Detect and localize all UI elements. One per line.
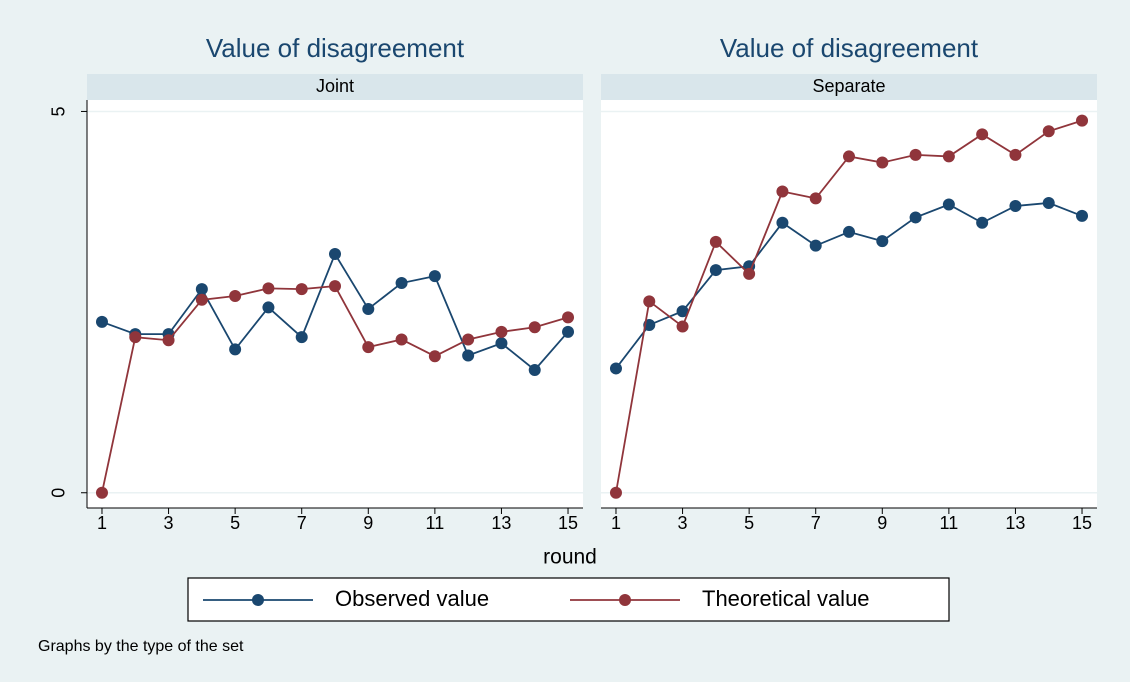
- legend-marker: [252, 594, 264, 606]
- marker: [528, 363, 541, 376]
- plot-area: [87, 100, 583, 508]
- marker: [809, 192, 822, 205]
- panel-title: Value of disagreement: [206, 33, 465, 63]
- legend-marker: [619, 594, 631, 606]
- marker: [295, 331, 308, 344]
- x-tick-label: 9: [877, 513, 887, 533]
- x-tick-label: 11: [940, 513, 959, 533]
- marker: [295, 283, 308, 296]
- marker: [976, 216, 989, 229]
- x-tick-label: 11: [426, 513, 445, 533]
- marker: [262, 282, 275, 295]
- x-tick-label: 3: [678, 513, 688, 533]
- marker: [1076, 114, 1089, 127]
- marker: [1076, 209, 1089, 222]
- marker: [462, 333, 475, 346]
- x-tick-label: 1: [611, 513, 621, 533]
- marker: [843, 150, 855, 163]
- marker: [609, 362, 622, 375]
- marker: [395, 277, 408, 290]
- marker: [162, 334, 175, 347]
- marker: [495, 337, 508, 350]
- x-tick-label: 5: [230, 513, 240, 533]
- marker: [362, 302, 375, 315]
- marker: [195, 283, 208, 296]
- panel-header: [601, 74, 1097, 100]
- marker: [329, 280, 341, 293]
- marker: [809, 239, 822, 252]
- marker: [1042, 196, 1055, 209]
- marker: [676, 305, 689, 318]
- marker: [1009, 148, 1022, 161]
- marker: [229, 343, 242, 356]
- x-tick-label: 7: [811, 513, 821, 533]
- x-tick-label: 3: [164, 513, 174, 533]
- marker: [843, 225, 855, 238]
- marker: [129, 331, 142, 344]
- marker: [395, 333, 408, 346]
- y-tick-label: 0: [49, 488, 69, 498]
- marker: [909, 148, 922, 161]
- marker: [495, 325, 508, 338]
- marker: [643, 295, 656, 308]
- x-tick-label: 5: [744, 513, 754, 533]
- marker: [462, 349, 475, 362]
- x-axis-label: round: [543, 546, 597, 569]
- marker: [562, 325, 575, 338]
- marker: [976, 128, 989, 141]
- marker: [743, 267, 756, 280]
- x-tick-label: 9: [363, 513, 373, 533]
- panel-subtitle: Separate: [812, 76, 885, 96]
- y-tick-label: 5: [49, 106, 69, 116]
- marker: [528, 321, 541, 334]
- marker: [876, 156, 889, 169]
- x-tick-label: 15: [558, 513, 578, 533]
- panel-subtitle: Joint: [316, 76, 354, 96]
- marker: [776, 216, 789, 229]
- x-tick-label: 1: [97, 513, 107, 533]
- marker: [709, 264, 722, 277]
- marker: [195, 293, 208, 306]
- marker: [329, 248, 341, 261]
- marker: [362, 341, 375, 354]
- x-tick-label: 13: [491, 513, 511, 533]
- marker: [95, 486, 108, 499]
- marker: [428, 270, 441, 283]
- legend-box: [187, 577, 950, 622]
- marker: [428, 350, 441, 363]
- panel-title: Value of disagreement: [720, 33, 979, 63]
- marker: [1009, 200, 1022, 213]
- legend-label: Theoretical value: [702, 586, 870, 611]
- x-tick-label: 7: [297, 513, 307, 533]
- x-tick-label: 13: [1005, 513, 1025, 533]
- marker: [942, 150, 955, 163]
- marker: [776, 185, 789, 198]
- marker: [676, 320, 689, 333]
- marker: [562, 311, 575, 324]
- marker: [229, 289, 242, 302]
- plot-area: [601, 100, 1097, 508]
- marker: [1042, 125, 1055, 138]
- marker: [709, 235, 722, 248]
- panel-header: [87, 74, 583, 100]
- note: Graphs by the type of the set: [38, 638, 244, 655]
- marker: [609, 486, 622, 499]
- marker: [942, 198, 955, 211]
- marker: [262, 301, 275, 314]
- marker: [876, 235, 889, 248]
- legend-label: Observed value: [335, 586, 489, 611]
- marker: [95, 315, 108, 328]
- marker: [909, 211, 922, 224]
- x-tick-label: 15: [1072, 513, 1092, 533]
